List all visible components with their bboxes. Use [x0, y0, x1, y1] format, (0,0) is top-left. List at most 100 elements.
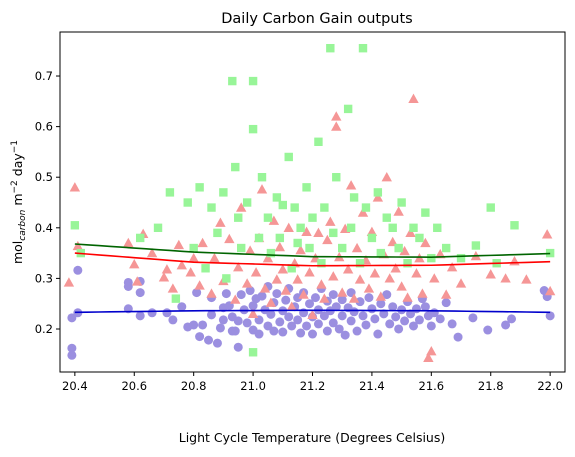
series-1-point-95 — [485, 269, 496, 279]
series-2-point-68 — [510, 221, 519, 230]
y-tick-label-2: 0.4 — [35, 221, 53, 235]
series-0-point-14 — [177, 302, 187, 312]
series-1-point-13 — [185, 267, 196, 277]
series-2-point-16 — [234, 213, 243, 222]
series-0-point-99 — [388, 302, 398, 312]
series-0-point-116 — [447, 319, 457, 329]
y-tick-label-4: 0.6 — [35, 120, 53, 134]
series-1-point-22 — [230, 294, 241, 304]
series-0-point-19 — [198, 320, 208, 330]
series-1-point-80 — [402, 292, 413, 302]
series-0-point-45 — [263, 321, 273, 331]
series-1-point-85 — [417, 288, 428, 298]
series-0-point-37 — [245, 286, 255, 296]
series-0-point-68 — [310, 293, 320, 303]
series-0-point-73 — [322, 326, 332, 336]
series-1-point-61 — [345, 180, 357, 190]
series-2-point-33 — [296, 223, 305, 233]
series-0-point-12 — [162, 308, 172, 318]
series-0-point-90 — [361, 320, 371, 330]
series-0-point-112 — [426, 321, 436, 331]
series-2-point-32 — [293, 238, 302, 248]
series-2-point-61 — [427, 253, 436, 263]
series-2-point-42 — [332, 173, 341, 182]
series-0-point-96 — [379, 309, 389, 319]
series-1-point-30 — [256, 184, 268, 194]
series-2-point-2 — [136, 233, 145, 243]
series-0-point-118 — [468, 313, 478, 323]
series-0-point-61 — [296, 328, 306, 338]
series-2-point-56 — [397, 198, 406, 207]
series-0-point-98 — [385, 319, 395, 329]
x-tick-label-5: 21.4 — [359, 379, 385, 393]
series-1-point-77 — [393, 206, 404, 216]
series-1-point-83 — [411, 268, 422, 278]
series-1-point-7 — [146, 247, 158, 258]
series-0-point-47 — [266, 309, 276, 319]
series-1-point-24 — [236, 202, 247, 212]
series-1-point-1 — [69, 182, 81, 192]
x-tick-label-8: 22.0 — [537, 379, 563, 393]
series-0-point-87 — [352, 326, 362, 336]
series-2-point-23 — [257, 173, 267, 182]
series-1-point-55 — [331, 121, 342, 131]
series-0-point-95 — [376, 299, 386, 309]
x-tick-label-6: 21.6 — [419, 379, 445, 393]
series-2-point-39 — [320, 203, 329, 212]
y-label-mol: mol — [10, 241, 25, 264]
series-0-point-77 — [328, 290, 338, 300]
series-1-point-14 — [188, 252, 199, 263]
series-2-point-0 — [70, 221, 80, 230]
series-2-point-21 — [248, 348, 258, 357]
series-2-point-30 — [287, 264, 296, 273]
series-0-point-13 — [168, 315, 178, 325]
series-0-point-94 — [373, 329, 383, 339]
series-1-point-11 — [173, 239, 185, 250]
series-1-point-38 — [280, 285, 291, 295]
series-0-point-91 — [364, 293, 374, 303]
series-1-point-15 — [194, 280, 205, 290]
series-1-point-78 — [396, 281, 407, 291]
series-1-point-60 — [342, 264, 354, 274]
series-0-point-89 — [358, 311, 368, 321]
series-1-point-70 — [372, 192, 384, 202]
series-1-point-42 — [292, 274, 303, 284]
series-2-point-22 — [254, 233, 264, 243]
series-2-point-20 — [248, 124, 258, 134]
series-0-point-88 — [355, 297, 365, 307]
series-1-point-88 — [426, 346, 437, 356]
series-0-point-114 — [435, 314, 445, 324]
series-0-point-3 — [73, 265, 83, 275]
series-2-point-55 — [394, 243, 403, 253]
series-1-point-86 — [420, 237, 431, 248]
series-2-point-40 — [326, 43, 335, 53]
series-0-point-93 — [370, 314, 380, 324]
series-2-point-64 — [456, 253, 466, 263]
series-0-point-32 — [233, 342, 243, 352]
y-axis-ticks: 0.2 0.3 0.4 0.5 0.6 0.7 — [35, 69, 60, 336]
series-2-point-69 — [545, 248, 555, 258]
y-tick-label-3: 0.5 — [35, 170, 53, 184]
series-0-point-31 — [230, 326, 240, 336]
series-1-point-64 — [354, 274, 366, 284]
series-0-point-11 — [147, 308, 157, 318]
series-1-point-2 — [72, 240, 84, 251]
trend-line-2 — [74, 243, 551, 258]
y-tick-label-5: 0.7 — [35, 69, 53, 83]
x-tick-label-0: 20.4 — [62, 379, 88, 393]
x-tick-label-4: 21.2 — [300, 379, 326, 393]
series-1-point-43 — [295, 244, 306, 255]
series-1-point-39 — [283, 222, 294, 232]
series-1-point-51 — [319, 293, 330, 303]
series-1-point-19 — [215, 217, 226, 227]
series-1-point-52 — [322, 234, 333, 245]
plot-marks — [63, 43, 556, 362]
series-2-point-28 — [278, 200, 287, 210]
series-0-point-1 — [67, 350, 77, 360]
series-0-point-50 — [272, 289, 282, 299]
series-0-point-92 — [367, 304, 377, 314]
series-0-point-78 — [331, 302, 341, 312]
series-1-point-9 — [161, 264, 173, 274]
series-1-point-10 — [167, 283, 179, 293]
